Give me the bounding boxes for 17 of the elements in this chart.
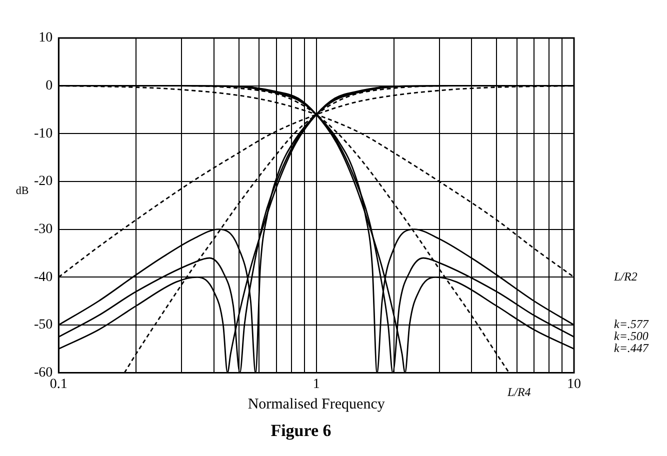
y-tick-label: 0 bbox=[46, 78, 53, 94]
x-tick-label: 10 bbox=[567, 376, 581, 392]
y-axis-title: dB bbox=[16, 184, 29, 197]
series-label: L/R4 bbox=[506, 384, 531, 399]
y-tick-label: -50 bbox=[34, 318, 53, 333]
y-tick-label: -20 bbox=[34, 174, 53, 190]
text: k=.577 bbox=[614, 317, 650, 332]
text: k=.447 bbox=[614, 341, 650, 356]
text: Figure 6 bbox=[270, 421, 332, 440]
text: k=.500 bbox=[614, 329, 648, 344]
x-axis-title: Normalised Frequency bbox=[248, 396, 386, 413]
y-tick-label: -10 bbox=[34, 126, 53, 142]
x-tick-label: 1 bbox=[312, 376, 320, 392]
y-tick-label: 10 bbox=[38, 30, 53, 46]
y-tick-label: -40 bbox=[34, 270, 53, 285]
text: L/R2 bbox=[613, 269, 638, 284]
y-tick-label: -30 bbox=[34, 222, 53, 237]
